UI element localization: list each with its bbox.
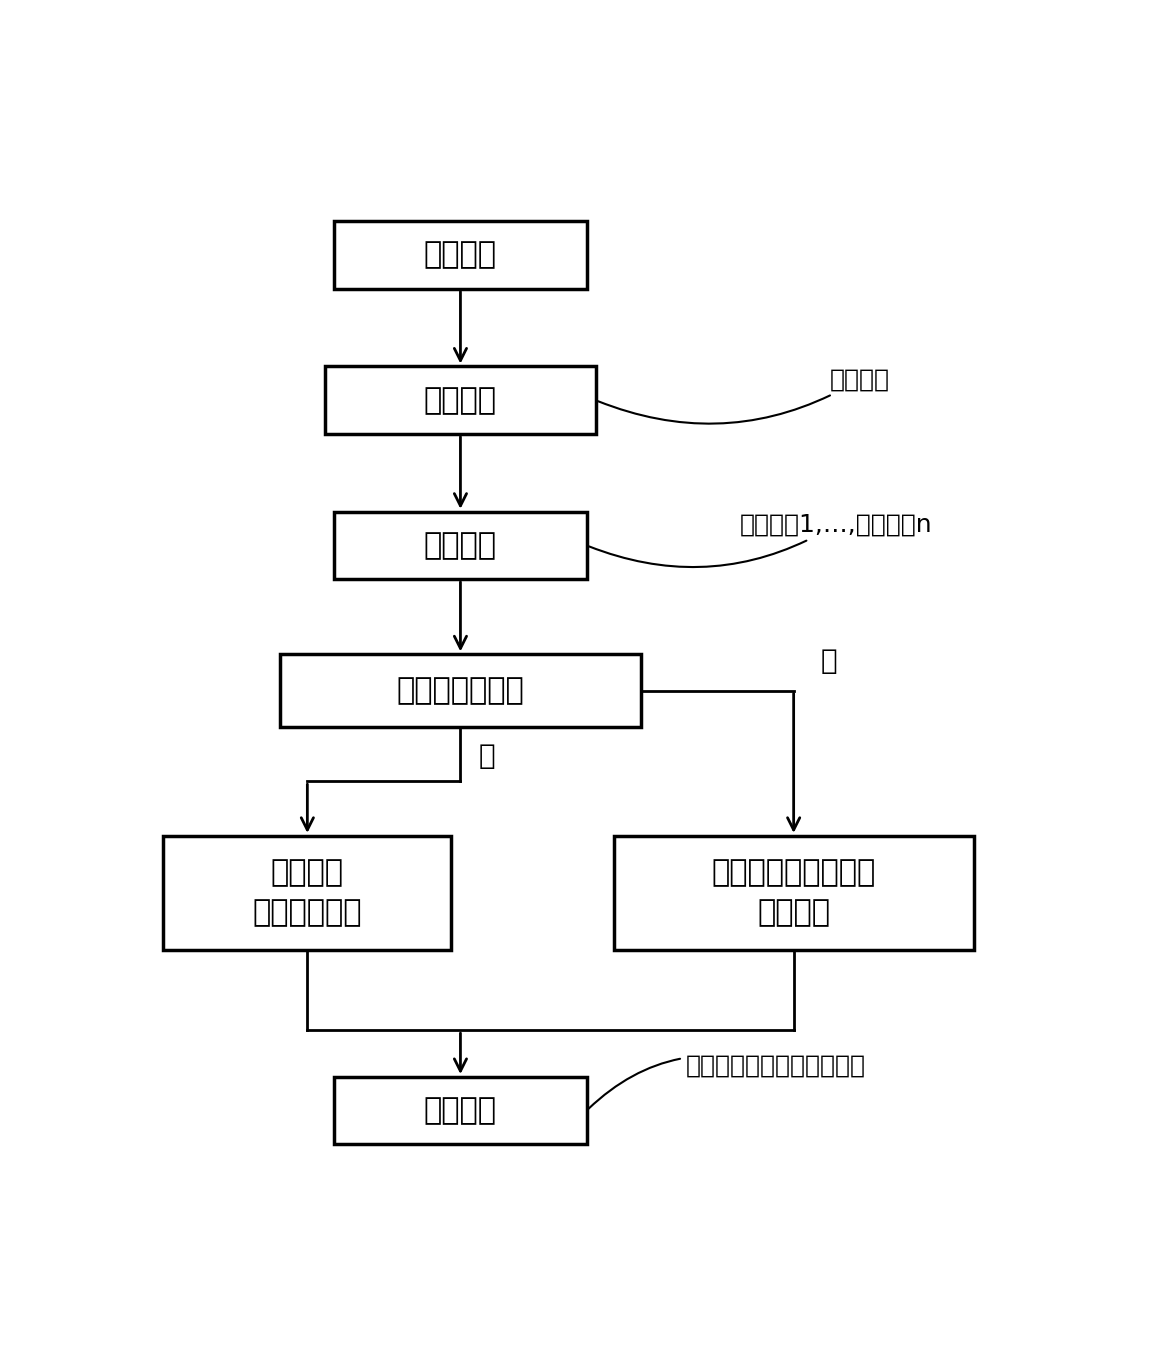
Text: 局部航迹与整体航迹
配准融合: 局部航迹与整体航迹 配准融合	[711, 858, 876, 928]
Text: 时空配准: 时空配准	[424, 241, 497, 269]
Text: 局部航迹1,…,局部航迹n: 局部航迹1,…,局部航迹n	[589, 513, 932, 567]
Text: 否: 否	[479, 742, 495, 770]
Bar	[325, 366, 596, 434]
Text: 融合航迹: 融合航迹	[424, 1096, 497, 1125]
Text: 检测航迹: 检测航迹	[424, 531, 497, 560]
Bar	[335, 512, 587, 579]
Bar	[614, 835, 974, 950]
Text: 一个或多个目标的航迹融合: 一个或多个目标的航迹融合	[588, 1055, 866, 1109]
Text: 是: 是	[820, 647, 838, 675]
Text: 目标关联: 目标关联	[424, 385, 497, 415]
Bar	[163, 835, 451, 950]
Text: 相同目标: 相同目标	[598, 368, 890, 424]
Text: 局部航迹
建立融合航迹: 局部航迹 建立融合航迹	[252, 858, 363, 928]
Text: 存在整体航迹？: 存在整体航迹？	[396, 676, 524, 704]
Bar	[280, 655, 640, 727]
Bar	[335, 221, 587, 288]
Bar	[335, 1078, 587, 1145]
